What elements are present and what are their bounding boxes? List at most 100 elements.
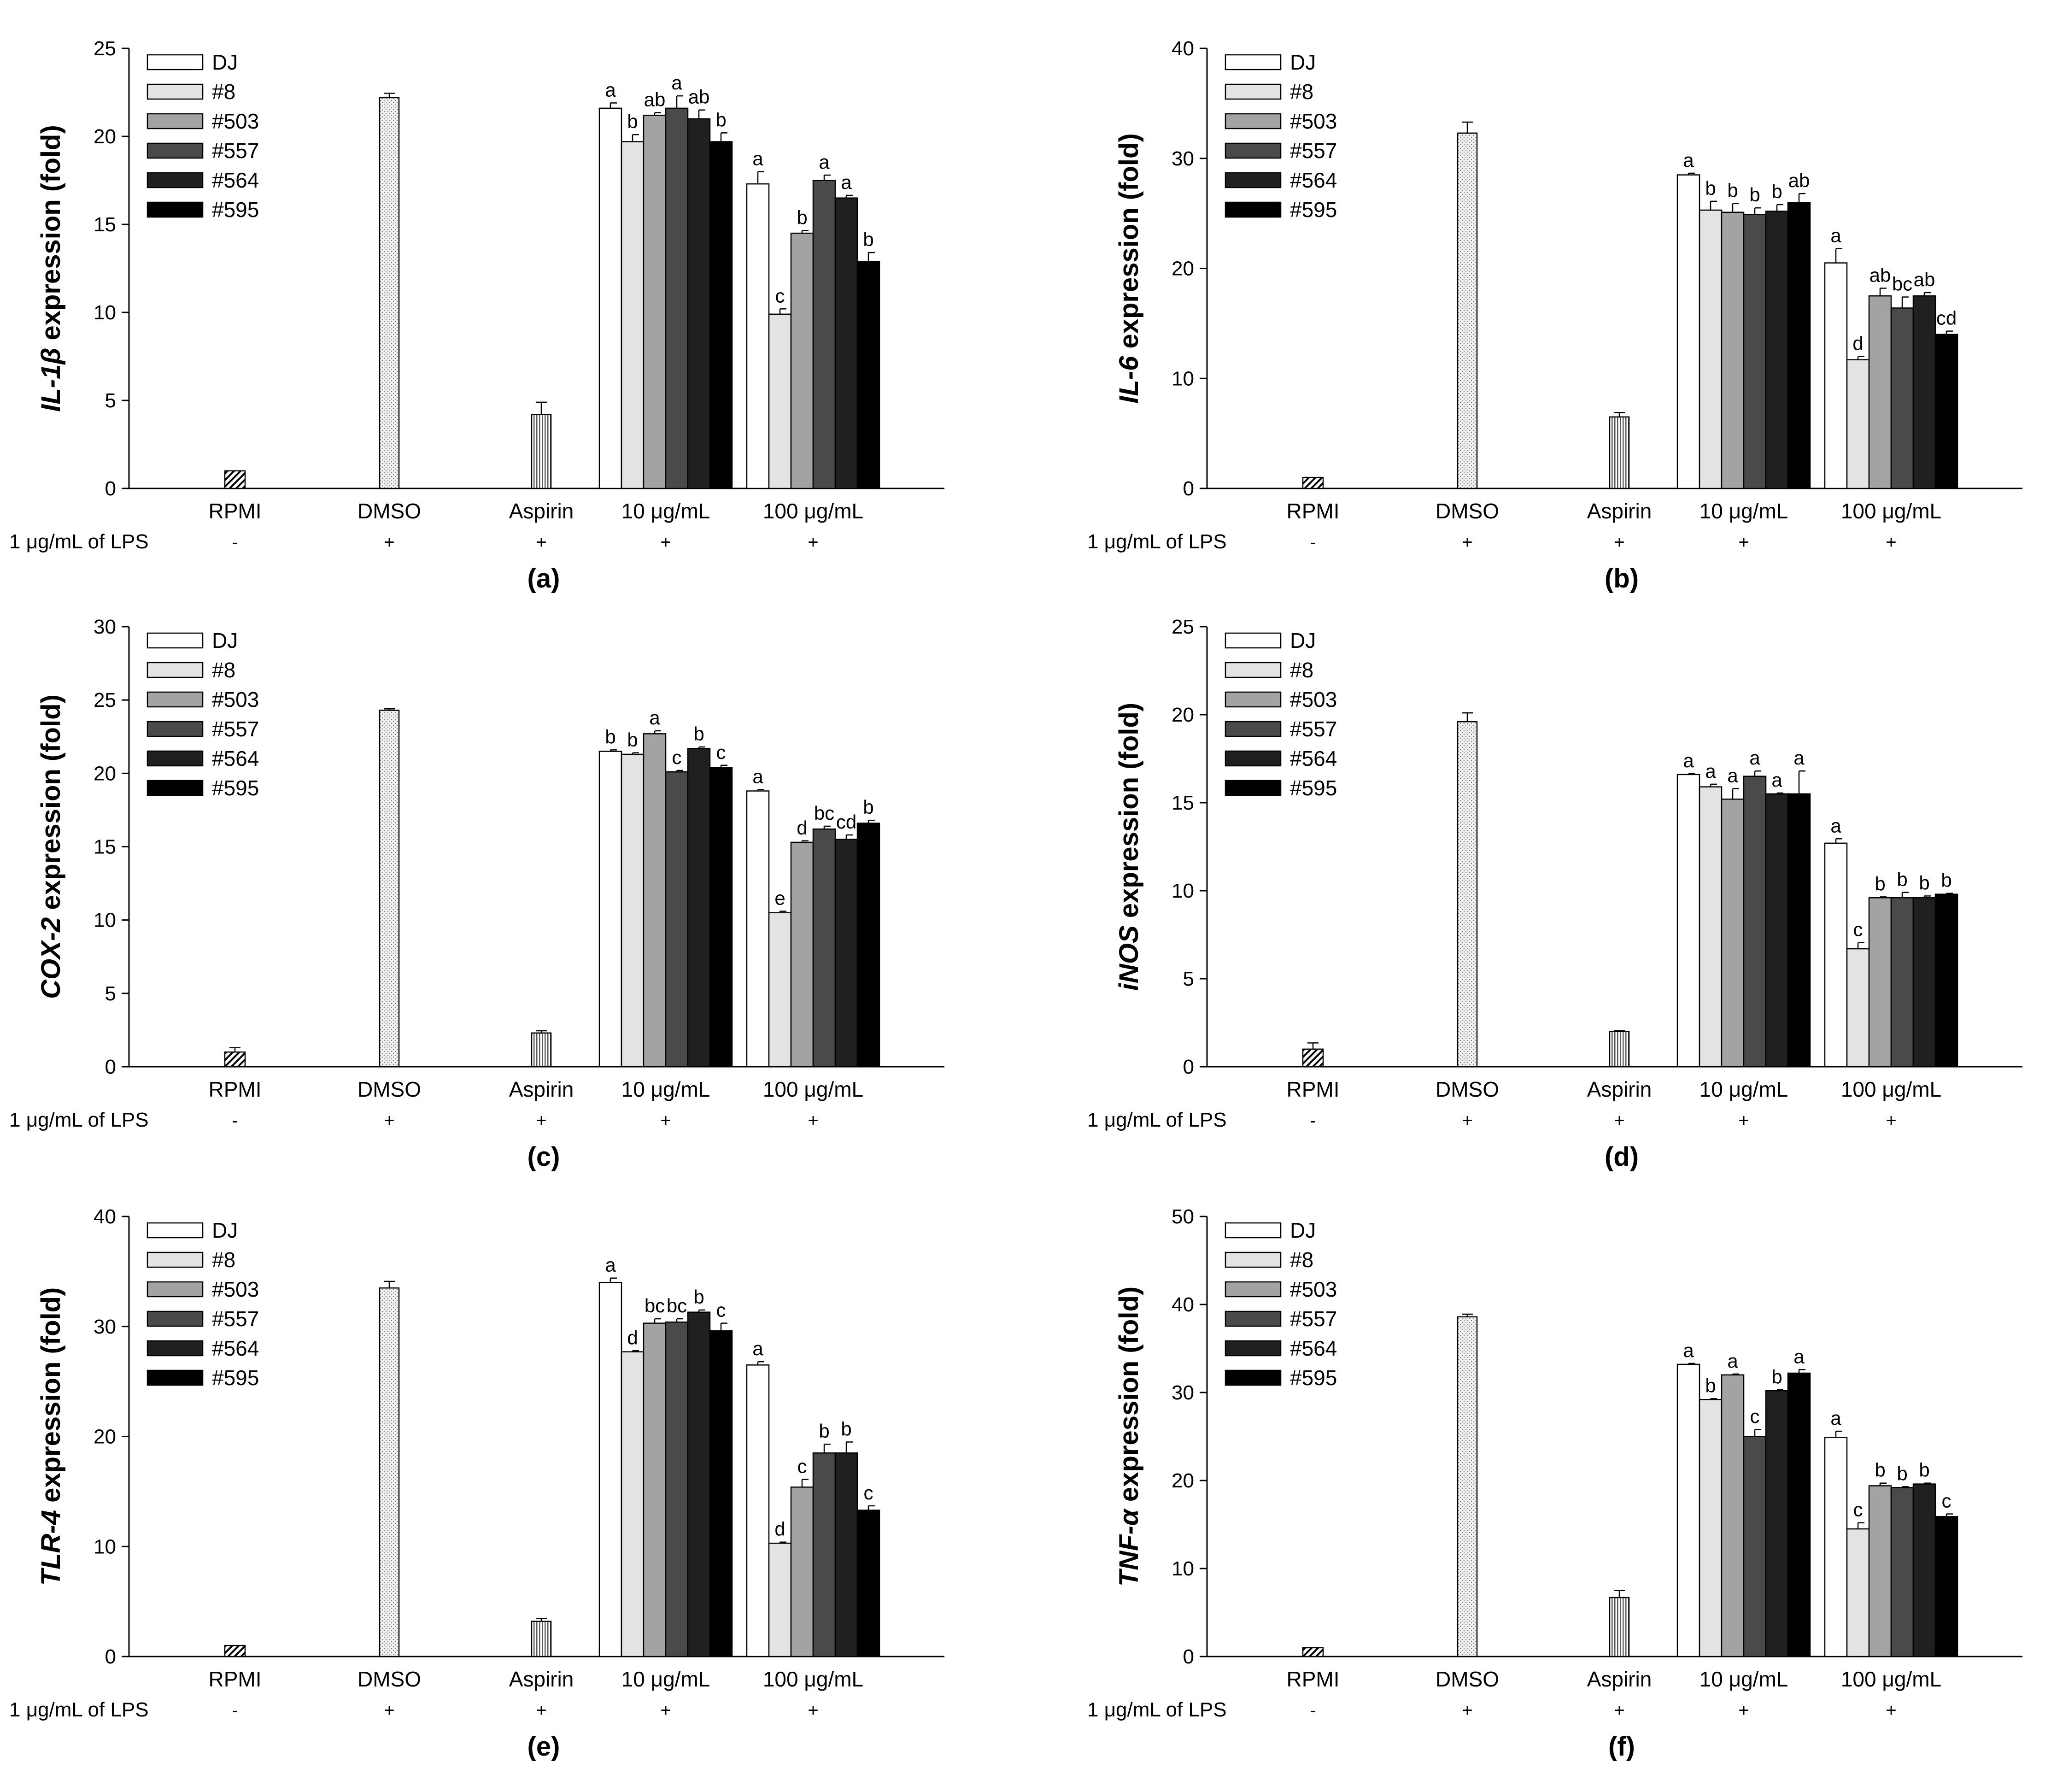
bar-n564-10ug bbox=[687, 118, 711, 489]
legend-label: #564 bbox=[212, 746, 259, 770]
significance-letter: a bbox=[1771, 769, 1782, 791]
bar-n595-10ug bbox=[709, 141, 733, 489]
significance-letter: b bbox=[797, 206, 807, 228]
bar-n557-10ug bbox=[665, 107, 689, 489]
bar-rpmi bbox=[224, 1051, 246, 1068]
significance-letter: b bbox=[1749, 184, 1760, 206]
significance-letter: b bbox=[841, 1418, 851, 1439]
bar-n8-10ug bbox=[1699, 209, 1723, 489]
bar-aspirin bbox=[531, 1032, 552, 1068]
y-tick-label: 10 bbox=[1172, 367, 1194, 390]
y-axis-label-suffix: expression (fold) bbox=[36, 1287, 66, 1510]
y-tick-label: 0 bbox=[1183, 1056, 1194, 1078]
bar-n564-100ug bbox=[834, 197, 858, 489]
x-category-label: 100 μg/mL bbox=[763, 1077, 863, 1101]
bar-n503-100ug bbox=[790, 841, 814, 1068]
legend-label: #595 bbox=[1290, 1366, 1337, 1390]
legend-label: #557 bbox=[1290, 139, 1337, 163]
lps-sign: - bbox=[232, 1700, 238, 1721]
legend-label: #564 bbox=[1290, 1336, 1337, 1360]
significance-letter: a bbox=[752, 765, 763, 787]
lps-sign: + bbox=[1462, 1110, 1472, 1131]
x-category-label: 100 μg/mL bbox=[1841, 499, 1941, 523]
legend: DJ #8 #503 #557 #564 #595 bbox=[1225, 629, 1337, 800]
x-category-label: DMSO bbox=[1436, 499, 1499, 523]
significance-letter: a bbox=[1793, 747, 1805, 769]
legend-swatch bbox=[147, 1281, 204, 1298]
y-tick-label: 50 bbox=[1172, 1205, 1194, 1228]
y-tick-label: 10 bbox=[1172, 880, 1194, 902]
bar-n557-100ug bbox=[812, 828, 836, 1068]
bar-n8-10ug bbox=[1699, 786, 1723, 1068]
x-category-label: RPMI bbox=[209, 499, 262, 523]
significance-letter: d bbox=[627, 1327, 638, 1348]
bar-DJ-100ug bbox=[746, 790, 770, 1068]
significance-letter: cd bbox=[836, 811, 856, 833]
lps-sign: + bbox=[660, 1700, 671, 1721]
bar-n595-100ug bbox=[1934, 893, 1958, 1068]
x-category-label: 100 μg/mL bbox=[1841, 1667, 1941, 1691]
bar-aspirin bbox=[1609, 1597, 1630, 1657]
legend-label: #564 bbox=[1290, 168, 1337, 192]
y-axis-label-suffix: expression (fold) bbox=[1114, 1287, 1144, 1509]
lps-sign: + bbox=[660, 1110, 671, 1131]
significance-letter: c bbox=[797, 1456, 807, 1477]
significance-letter: c bbox=[716, 1299, 726, 1321]
bar-aspirin bbox=[1609, 416, 1630, 489]
bar-dmso bbox=[379, 710, 400, 1068]
bar-n595-100ug bbox=[856, 823, 880, 1068]
legend-swatch bbox=[147, 83, 204, 100]
legend-label: #503 bbox=[212, 687, 259, 711]
y-axis-gene-name: iNOS bbox=[1114, 925, 1144, 991]
legend-label: #595 bbox=[1290, 198, 1337, 222]
bar-n595-10ug bbox=[709, 1330, 733, 1657]
significance-letter: ab bbox=[1914, 269, 1935, 290]
significance-letter: b bbox=[1875, 873, 1885, 894]
bar-n557-100ug bbox=[1890, 1487, 1914, 1657]
lps-sign: + bbox=[384, 1700, 394, 1721]
legend-swatch bbox=[1225, 54, 1282, 71]
legend-swatch bbox=[1225, 662, 1282, 678]
significance-letter: a bbox=[1793, 1345, 1805, 1367]
panel-label: (b) bbox=[1605, 564, 1639, 593]
bar-aspirin bbox=[531, 1621, 552, 1657]
bar-n503-100ug bbox=[1868, 295, 1892, 489]
bar-DJ-10ug bbox=[598, 751, 622, 1068]
legend-swatch bbox=[1225, 780, 1282, 796]
significance-letter: c bbox=[1853, 919, 1863, 940]
legend-swatch bbox=[147, 201, 204, 218]
legend-label: DJ bbox=[212, 1218, 238, 1242]
legend: DJ #8 #503 #557 #564 #595 bbox=[147, 1218, 259, 1390]
x-category-label: 10 μg/mL bbox=[621, 499, 710, 523]
x-category-label: Aspirin bbox=[509, 1077, 574, 1101]
legend-label: #557 bbox=[212, 1307, 259, 1331]
bar-n564-100ug bbox=[1912, 295, 1936, 489]
y-tick-label: 25 bbox=[94, 37, 116, 60]
bar-rpmi bbox=[1302, 1048, 1324, 1068]
significance-letter: a bbox=[819, 151, 830, 173]
y-tick-label: 10 bbox=[94, 1535, 116, 1558]
bar-DJ-100ug bbox=[1824, 1437, 1848, 1657]
bar-n557-10ug bbox=[1743, 214, 1767, 489]
lps-sign: - bbox=[1310, 532, 1316, 552]
significance-letter: a bbox=[1830, 815, 1841, 836]
bar-DJ-10ug bbox=[598, 1282, 622, 1657]
bar-n557-100ug bbox=[812, 1452, 836, 1657]
significance-letter: e bbox=[774, 887, 785, 909]
legend-label: #595 bbox=[1290, 776, 1337, 800]
legend-label: #503 bbox=[1290, 109, 1337, 133]
y-axis-gene-name: IL-6 bbox=[1114, 356, 1144, 404]
bar-n595-10ug bbox=[1787, 793, 1811, 1068]
bar-n557-10ug bbox=[665, 1321, 689, 1657]
significance-letter: a bbox=[649, 707, 660, 729]
bar-rpmi bbox=[1302, 1647, 1324, 1657]
significance-letter: a bbox=[1727, 1350, 1738, 1372]
significance-letter: b bbox=[863, 229, 873, 250]
bar-aspirin bbox=[1609, 1031, 1630, 1068]
bar-n595-100ug bbox=[1934, 334, 1958, 489]
legend-label: #8 bbox=[1290, 1248, 1313, 1272]
y-tick-label: 20 bbox=[94, 1426, 116, 1448]
bar-n564-10ug bbox=[1765, 793, 1789, 1068]
